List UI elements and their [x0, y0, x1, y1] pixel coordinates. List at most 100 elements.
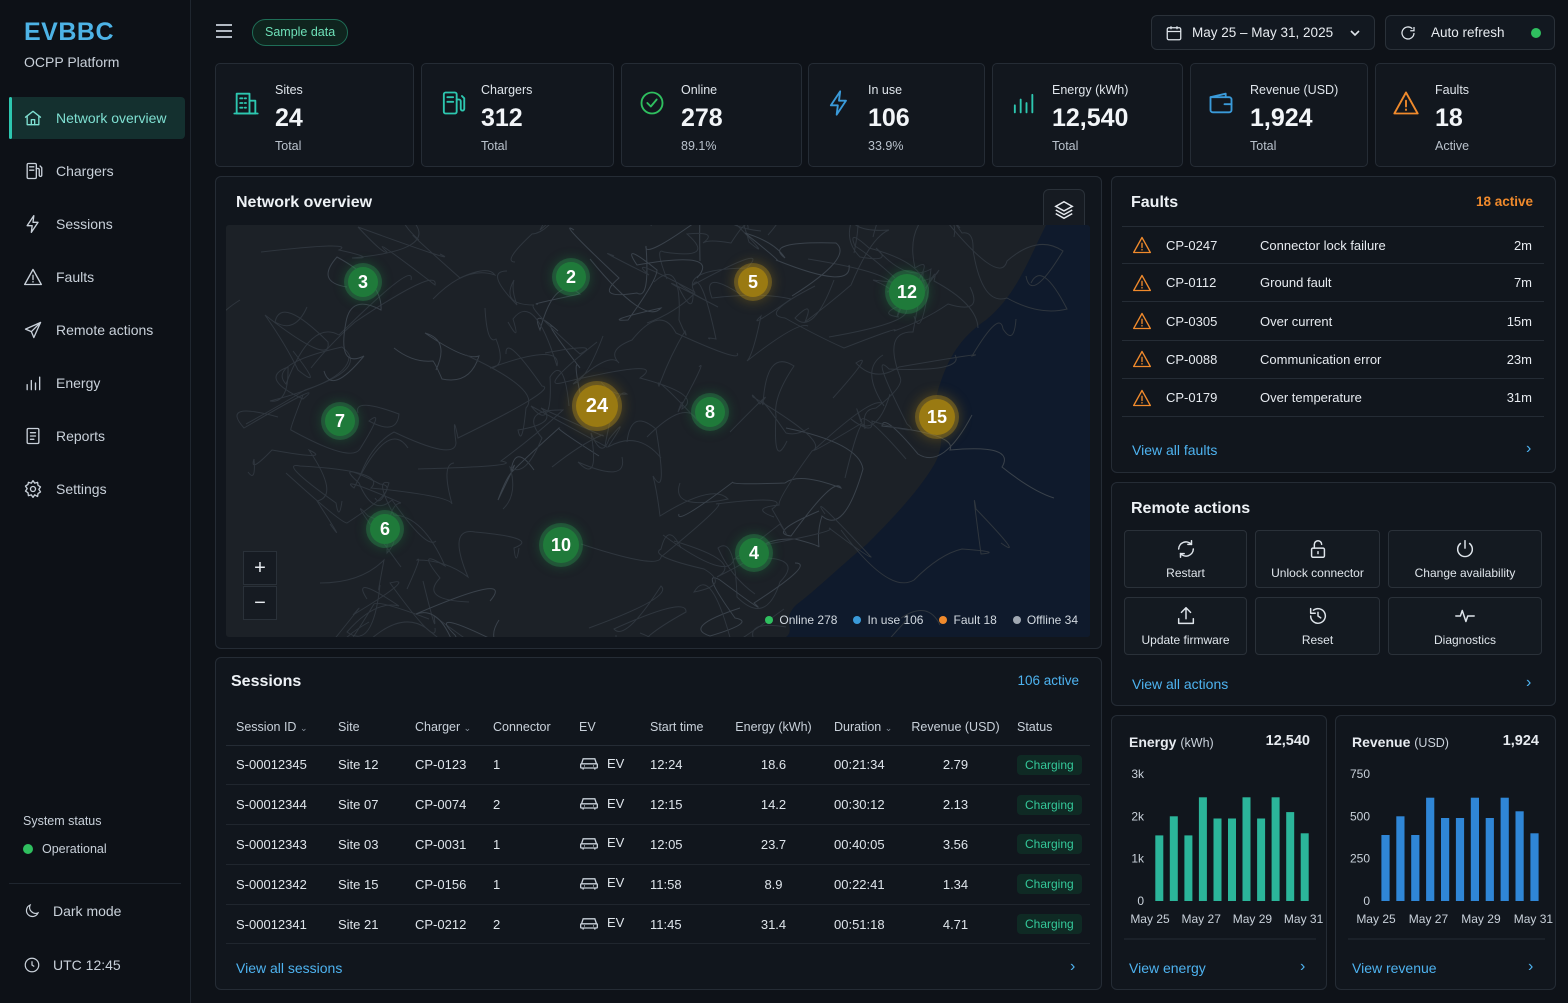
table-cell-ev: EV — [569, 904, 640, 945]
sidebar-item-chargers[interactable]: Chargers — [9, 150, 185, 192]
column-header[interactable]: Charger ⌄ — [405, 709, 483, 746]
bar[interactable] — [1198, 797, 1207, 901]
chevron-right-icon[interactable]: › — [1070, 958, 1076, 975]
sessions-panel: Sessions 106 active Session ID ⌄ Site Char… — [215, 657, 1102, 990]
update-firmware-button[interactable]: Update firmware — [1124, 597, 1247, 655]
bar[interactable] — [1257, 818, 1266, 902]
chevron-right-icon[interactable]: › — [1300, 958, 1306, 975]
map-cluster-marker[interactable]: 6 — [370, 514, 400, 544]
view-revenue-link[interactable]: View revenue — [1352, 960, 1437, 976]
bar[interactable] — [1515, 811, 1524, 901]
auto-refresh-toggle[interactable]: Auto refresh — [1385, 15, 1555, 50]
bar[interactable] — [1500, 797, 1509, 901]
map-road — [744, 232, 850, 297]
map-cluster-marker[interactable]: 4 — [739, 538, 769, 568]
gear-icon — [24, 480, 42, 498]
bar[interactable] — [1271, 797, 1280, 901]
sidebar-item-faults[interactable]: Faults — [9, 256, 185, 298]
bar[interactable] — [1228, 818, 1236, 902]
bar[interactable] — [1485, 818, 1494, 901]
bar[interactable] — [1411, 835, 1420, 901]
map-cluster-marker[interactable]: 12 — [889, 274, 925, 310]
table-row[interactable]: S-00012342 Site 15 CP-0156 1 EV 11:58 8.9 00:22… — [226, 864, 1090, 905]
bar[interactable] — [1441, 818, 1450, 901]
column-header[interactable]: Duration ⌄ — [824, 709, 904, 746]
network-map[interactable]: 3 2 5 12 7 24 8 15 6 10 4 + − Online 278 In use 106 Fau… — [226, 225, 1090, 637]
calendar-icon — [1166, 25, 1182, 40]
bar[interactable] — [1426, 797, 1435, 901]
action-label: Restart — [1166, 566, 1205, 580]
sidebar-item-sessions[interactable]: Sessions — [9, 203, 185, 245]
map-cluster-marker[interactable]: 24 — [576, 385, 618, 427]
map-cluster-marker[interactable]: 8 — [695, 397, 725, 427]
column-header[interactable]: Session ID ⌄ — [226, 709, 328, 746]
map-cluster-marker[interactable]: 5 — [738, 267, 768, 297]
diagnostics-button[interactable]: Diagnostics — [1388, 597, 1542, 655]
kpi-card-sites[interactable]: Sites 24 Total — [215, 63, 414, 167]
kpi-card-faults[interactable]: Faults 18 Active — [1375, 63, 1556, 167]
kpi-card-revenue[interactable]: Revenue (USD) 1,924 Total — [1190, 63, 1368, 167]
x-tick-label: May 29 — [1233, 912, 1273, 926]
fault-list-item[interactable]: CP-0112 Ground fault 7m — [1122, 264, 1544, 303]
sidebar-item-settings[interactable]: Settings — [9, 468, 185, 510]
sidebar-item-remote-actions[interactable]: Remote actions — [9, 309, 185, 351]
kpi-card-in[interactable]: In use 106 33.9% — [808, 63, 985, 167]
kpi-value: 1,924 — [1250, 104, 1313, 132]
view-all-sessions-link[interactable]: View all sessions — [236, 960, 343, 976]
date-range-picker[interactable]: May 25 – May 31, 2025 — [1151, 15, 1375, 50]
bar[interactable] — [1300, 833, 1309, 901]
restart-button[interactable]: Restart — [1124, 530, 1247, 588]
kpi-card-online[interactable]: Online 278 89.1% — [621, 63, 802, 167]
sidebar-item-reports[interactable]: Reports — [9, 415, 185, 457]
bar[interactable] — [1381, 835, 1390, 901]
view-energy-link[interactable]: View energy — [1129, 960, 1206, 976]
bar[interactable] — [1530, 833, 1539, 901]
view-all-actions-link[interactable]: View all actions — [1132, 676, 1229, 692]
kpi-card-energy[interactable]: Energy (kWh) 12,540 Total — [992, 63, 1183, 167]
sidebar-item-energy[interactable]: Energy — [9, 362, 185, 404]
table-row[interactable]: S-00012345 Site 12 CP-0123 1 EV 12:24 18.6 00:2… — [226, 745, 1090, 786]
map-cluster-marker[interactable]: 3 — [348, 267, 378, 297]
sidebar-item-network-overview[interactable]: Network overview — [9, 97, 185, 139]
dark-mode-toggle[interactable]: Dark mode — [23, 902, 121, 920]
bar[interactable] — [1470, 797, 1479, 901]
table-row[interactable]: S-00012344 Site 07 CP-0074 2 EV 12:15 14.2 00:3… — [226, 784, 1090, 826]
unlock-connector-button[interactable]: Unlock connector — [1255, 530, 1380, 588]
y-tick-label: 1k — [1131, 852, 1145, 866]
zoom-in-button[interactable]: + — [243, 551, 277, 585]
bar[interactable] — [1213, 818, 1222, 902]
power-icon — [1456, 540, 1474, 558]
view-all-faults-link[interactable]: View all faults — [1132, 442, 1218, 458]
bar[interactable] — [1155, 835, 1164, 901]
map-cluster-marker[interactable]: 7 — [325, 406, 355, 436]
table-row[interactable]: S-00012343 Site 03 CP-0031 1 EV 12:05 23.7 00:4… — [226, 824, 1090, 865]
bar[interactable] — [1396, 816, 1405, 901]
chevron-right-icon[interactable]: › — [1528, 958, 1534, 975]
bar[interactable] — [1286, 812, 1295, 901]
fault-list-item[interactable]: CP-0179 Over temperature 31m — [1122, 379, 1544, 418]
fault-age: 31m — [1506, 390, 1532, 406]
bar[interactable] — [1455, 818, 1465, 901]
table-row[interactable]: S-00012341 Site 21 CP-0212 2 EV 11:45 31.4 00:5… — [226, 904, 1090, 945]
map-layers-button[interactable] — [1043, 189, 1085, 231]
fault-list-item[interactable]: CP-0088 Communication error 23m — [1122, 341, 1544, 379]
reset-button[interactable]: Reset — [1255, 597, 1380, 655]
map-road — [393, 332, 480, 381]
bar[interactable] — [1242, 797, 1251, 901]
change-availability-button[interactable]: Change availability — [1388, 530, 1542, 588]
kpi-subtext: Total — [1250, 139, 1277, 153]
map-cluster-marker[interactable]: 15 — [919, 399, 955, 435]
map-cluster-marker[interactable]: 10 — [543, 527, 579, 563]
map-cluster-marker[interactable]: 2 — [556, 262, 586, 292]
chevron-right-icon[interactable]: › — [1526, 440, 1532, 457]
fault-list-item[interactable]: CP-0247 Connector lock failure 2m — [1122, 226, 1544, 264]
zoom-out-button[interactable]: − — [243, 586, 277, 620]
bar[interactable] — [1184, 835, 1193, 901]
kpi-card-chargers[interactable]: Chargers 312 Total — [421, 63, 614, 167]
chevron-right-icon[interactable]: › — [1526, 674, 1532, 691]
energy-card-title: Energy — [1129, 734, 1177, 750]
bar[interactable] — [1169, 816, 1178, 901]
status-badge: Charging — [1017, 914, 1082, 935]
hamburger-menu-icon[interactable] — [215, 22, 233, 40]
fault-list-item[interactable]: CP-0305 Over current 15m — [1122, 303, 1544, 341]
